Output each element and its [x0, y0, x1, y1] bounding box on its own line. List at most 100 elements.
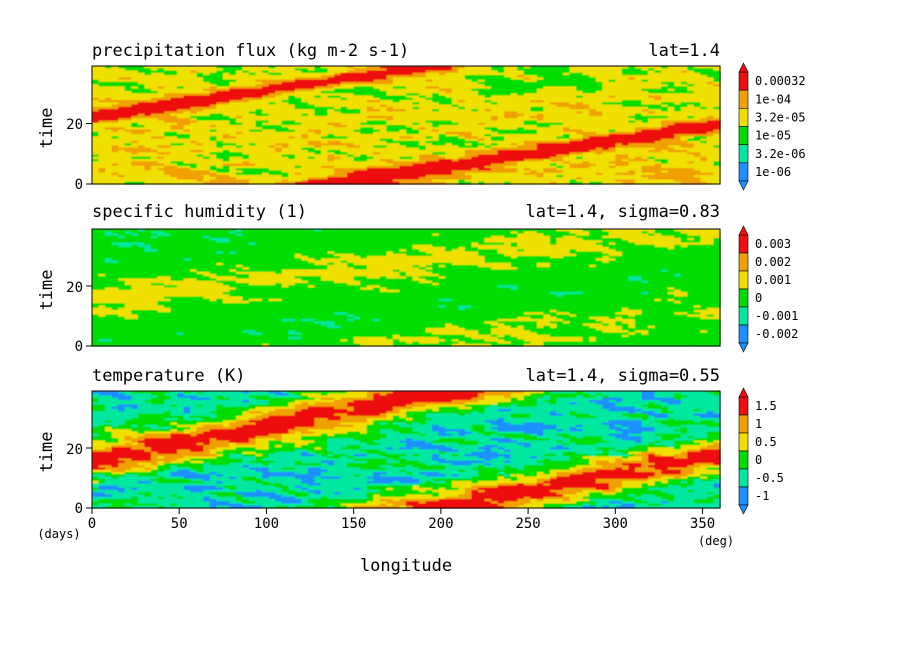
heatmap-cell: [425, 84, 433, 88]
heatmap-cell: [491, 129, 499, 133]
heatmap-cell: [425, 179, 433, 183]
heatmap-cell: [157, 140, 165, 144]
heatmap-cell: [327, 77, 335, 81]
heatmap-cell: [275, 95, 283, 99]
heatmap-cell: [523, 84, 531, 88]
heatmap-cell: [621, 168, 630, 171]
heatmap-cell: [340, 109, 348, 112]
heatmap-cell: [641, 181, 649, 185]
heatmap-cell: [451, 100, 459, 103]
heatmap-cell: [667, 127, 675, 131]
heatmap-cell: [216, 140, 224, 144]
heatmap-cell: [425, 145, 433, 149]
heatmap-cell: [281, 145, 289, 149]
heatmap-cell: [196, 152, 204, 156]
heatmap-cell: [392, 120, 401, 124]
heatmap-cell: [157, 72, 165, 76]
heatmap-cell: [654, 90, 662, 94]
heatmap-cell: [504, 154, 512, 158]
heatmap-cell: [628, 138, 636, 142]
heatmap-cell: [294, 131, 302, 135]
heatmap-cell: [157, 136, 165, 140]
heatmap-cell: [144, 104, 152, 108]
heatmap-cell: [137, 140, 145, 144]
heatmap-cell: [536, 106, 544, 110]
heatmap-cell: [556, 154, 564, 158]
heatmap-cell: [471, 131, 479, 135]
heatmap-cell: [203, 159, 211, 162]
heatmap-cell: [484, 75, 492, 78]
heatmap-cell: [628, 118, 636, 122]
heatmap-cell: [582, 179, 590, 183]
heatmap-cell: [124, 131, 132, 135]
heatmap-cell: [484, 134, 492, 137]
heatmap-cell: [504, 115, 512, 119]
heatmap-cell: [150, 163, 159, 167]
heatmap-cell: [170, 90, 178, 94]
heatmap-cell: [170, 113, 178, 117]
heatmap-cell: [334, 154, 342, 158]
heatmap-cell: [163, 159, 172, 162]
heatmap-cell: [229, 129, 237, 133]
heatmap-cell: [98, 81, 106, 85]
heatmap-cell: [425, 177, 433, 181]
heatmap-cell: [275, 136, 283, 140]
heatmap-cell: [288, 115, 296, 119]
heatmap-cell: [582, 161, 590, 165]
heatmap-cell: [471, 127, 479, 131]
heatmap-cell: [320, 140, 329, 144]
heatmap-cell: [674, 106, 682, 110]
heatmap-cell: [648, 122, 656, 126]
heatmap-cell: [353, 68, 361, 72]
heatmap-cell: [196, 181, 204, 185]
heatmap-cell: [118, 122, 126, 126]
heatmap-cell: [216, 143, 224, 147]
heatmap-cell: [183, 149, 191, 153]
heatmap-cell: [700, 81, 708, 85]
heatmap-cell: [674, 143, 682, 147]
heatmap-cell: [262, 109, 270, 112]
heatmap-cell: [235, 111, 244, 115]
heatmap-cell: [484, 172, 492, 176]
heatmap-cell: [235, 125, 244, 128]
heatmap-cell: [334, 102, 342, 106]
heatmap-cell: [432, 66, 440, 69]
heatmap-cell: [634, 152, 643, 156]
heatmap-cell: [386, 138, 394, 142]
heatmap-cell: [92, 66, 100, 69]
heatmap-cell: [634, 113, 643, 117]
heatmap-cell: [347, 168, 355, 171]
heatmap-cell: [137, 72, 145, 76]
heatmap-cell: [118, 127, 126, 131]
heatmap-cell: [451, 104, 459, 108]
heatmap-cell: [105, 147, 113, 151]
heatmap-cell: [209, 181, 217, 185]
heatmap-cell: [196, 168, 204, 171]
heatmap-cell: [517, 165, 525, 169]
heatmap-cell: [334, 70, 342, 74]
heatmap-cell: [497, 161, 505, 165]
heatmap-cell: [92, 120, 100, 124]
heatmap-cell: [406, 140, 414, 144]
heatmap-cell: [229, 149, 237, 153]
heatmap-cell: [674, 152, 682, 156]
heatmap-cell: [523, 86, 531, 90]
heatmap-cell: [190, 149, 198, 153]
heatmap-cell: [157, 68, 165, 72]
heatmap-cell: [458, 70, 466, 74]
heatmap-cell: [621, 100, 630, 103]
heatmap-cell: [249, 131, 257, 135]
heatmap-cell: [340, 168, 348, 171]
heatmap-cell: [425, 152, 433, 156]
heatmap-cell: [432, 172, 440, 176]
heatmap-cell: [491, 145, 499, 149]
heatmap-cell: [203, 72, 211, 76]
heatmap-cell: [314, 70, 322, 74]
heatmap-cell: [320, 75, 329, 78]
heatmap-cell: [379, 172, 387, 176]
heatmap-cell: [288, 86, 296, 90]
heatmap-cell: [301, 118, 309, 122]
heatmap-cell: [628, 90, 636, 94]
heatmap-cell: [589, 125, 597, 128]
heatmap-cell: [392, 68, 401, 72]
